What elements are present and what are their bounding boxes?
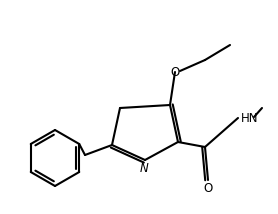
Text: O: O bbox=[170, 65, 180, 79]
Text: N: N bbox=[140, 162, 148, 175]
Text: O: O bbox=[203, 181, 213, 195]
Text: HN: HN bbox=[241, 111, 259, 125]
